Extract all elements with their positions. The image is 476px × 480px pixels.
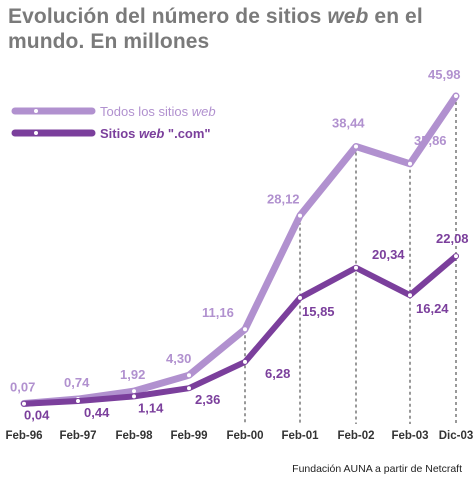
data-label-s1-5: 15,85 <box>302 304 335 319</box>
x-tick-label-8: Dic-03 <box>439 430 474 442</box>
point-s1-6 <box>354 265 358 270</box>
point-s1-3 <box>187 386 191 391</box>
point-s1-4 <box>243 359 247 364</box>
data-label-s0-4: 11,16 <box>202 305 234 320</box>
data-label-s1-8: 22,08 <box>436 231 469 246</box>
point-s1-5 <box>298 295 302 300</box>
source-note: Fundación AUNA a partir de Netcraft <box>292 463 462 475</box>
point-s0-7 <box>408 161 412 166</box>
point-s0-2 <box>132 389 136 394</box>
point-s0-3 <box>187 373 191 378</box>
data-label-s0-3: 4,30 <box>166 351 191 366</box>
data-label-s0-8: 45,98 <box>428 67 461 82</box>
chart-title: Evolución del número de sitios web en el… <box>8 4 468 54</box>
point-s0-5 <box>298 213 302 218</box>
x-tick-label-3: Feb-99 <box>170 430 207 442</box>
point-s0-4 <box>243 327 247 332</box>
data-label-s1-2: 1,14 <box>138 400 164 415</box>
x-tick-label-5: Feb-01 <box>281 430 319 442</box>
title-part2: en el mundo. En millones <box>8 5 423 53</box>
data-label-s1-4: 6,28 <box>265 366 290 381</box>
x-tick-label-2: Feb-98 <box>115 430 153 442</box>
data-label-s0-2: 1,92 <box>120 367 145 382</box>
x-tick-label-6: Feb-02 <box>337 430 374 442</box>
point-s1-0 <box>22 401 26 406</box>
legend-label-1: Sitios web ".com" <box>100 126 211 141</box>
x-tick-label-4: Feb-00 <box>226 430 263 442</box>
data-label-s0-0: 0,07 <box>10 380 35 395</box>
point-s1-2 <box>132 394 136 399</box>
data-label-s1-7: 16,24 <box>416 301 449 316</box>
legend-swatch-dot-1 <box>34 131 38 135</box>
data-label-s1-3: 2,36 <box>195 392 220 407</box>
legend-swatch-dot-0 <box>34 109 38 113</box>
data-label-s0-1: 0,74 <box>64 375 90 390</box>
data-label-s1-1: 0,44 <box>84 405 110 420</box>
point-s1-1 <box>76 399 80 404</box>
point-s0-8 <box>454 94 458 98</box>
x-tick-label-7: Feb-03 <box>391 430 428 442</box>
title-emphasis: web <box>327 5 369 28</box>
data-label-s0-5: 28,12 <box>267 192 300 207</box>
data-label-s0-7: 35,86 <box>414 133 447 148</box>
x-tick-label-0: Feb-96 <box>5 430 42 442</box>
title-part1: Evolución del número de sitios <box>8 5 328 28</box>
x-tick-label-1: Feb-97 <box>59 430 96 442</box>
data-label-s0-6: 38,44 <box>332 116 365 131</box>
data-label-s1-0: 0,04 <box>24 408 50 423</box>
point-s1-8 <box>454 254 458 259</box>
point-s1-7 <box>408 293 412 298</box>
point-s0-6 <box>354 144 358 149</box>
legend-label-0: Todos los sitios web <box>100 104 216 119</box>
data-label-s1-6: 20,34 <box>372 247 405 262</box>
